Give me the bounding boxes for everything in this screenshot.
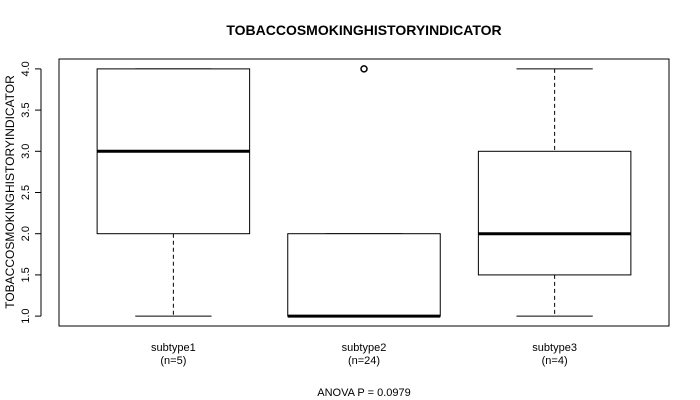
y-tick-label-group: 1.5 [20, 267, 32, 282]
y-tick-label: 1.0 [20, 308, 32, 323]
y-axis: 1.0 1.5 2.0 2.5 3.0 3.5 4.0 [20, 61, 42, 324]
y-tick-label-group: 1.0 [20, 308, 32, 323]
y-tick-label-group: 2.0 [20, 226, 32, 241]
box-subtype2 [287, 65, 441, 318]
category-count-subtype2: (n=24) [348, 355, 380, 367]
y-tick-label: 1.5 [20, 267, 32, 282]
category-count-subtype3: (n=4) [542, 355, 568, 367]
x-axis-labels: subtype1(n=5) subtype2(n=24) subtype3(n=4) [151, 342, 577, 367]
y-tick-label: 2.5 [20, 185, 32, 200]
y-tick-label: 2.0 [20, 226, 32, 241]
y-tick-label: 3.0 [20, 144, 32, 159]
anova-footer: ANOVA P = 0.0979 [317, 387, 410, 399]
y-tick-label-group: 2.5 [20, 185, 32, 200]
chart-title: TOBACCOSMOKINGHISTORYINDICATOR [226, 22, 501, 38]
y-axis-label: TOBACCOSMOKINGHISTORYINDICATOR [3, 75, 17, 309]
y-axis-label-group: TOBACCOSMOKINGHISTORYINDICATOR [3, 75, 17, 309]
y-tick-label-group: 3.5 [20, 102, 32, 117]
y-tick-label: 4.0 [20, 61, 32, 76]
box-subtype1 [96, 68, 251, 317]
y-tick-label-group: 3.0 [20, 144, 32, 159]
y-tick-label-group: 4.0 [20, 61, 32, 76]
category-label-subtype1: subtype1 [151, 342, 196, 354]
category-label-subtype2: subtype2 [342, 342, 387, 354]
box-subtype3 [477, 68, 632, 317]
category-count-subtype1: (n=5) [160, 355, 186, 367]
iqr-box [287, 233, 441, 317]
y-tick-label: 3.5 [20, 102, 32, 117]
boxes [96, 65, 632, 318]
category-label-subtype3: subtype3 [532, 342, 577, 354]
plot-frame [58, 58, 670, 327]
iqr-box [477, 150, 632, 276]
outlier-point [360, 65, 368, 73]
